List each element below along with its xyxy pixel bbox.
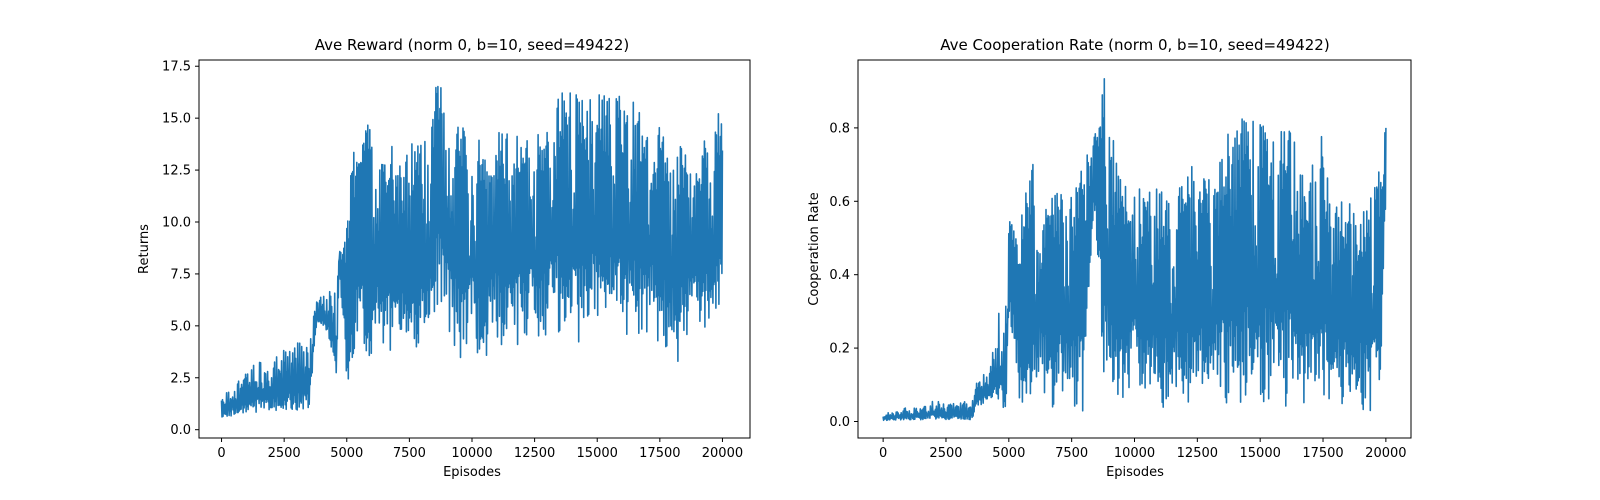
- cooperation-y-tick-label: 0.6: [829, 195, 850, 210]
- reward-y-tick-label: 17.5: [162, 60, 191, 75]
- cooperation-x-tick-label: 10000: [1114, 446, 1155, 461]
- cooperation-x-tick-label: 2500: [929, 446, 962, 461]
- reward-x-tick-label: 5000: [330, 446, 363, 461]
- cooperation-y-axis: 0.0 0.2 0.4 0.6 0.8: [829, 121, 858, 430]
- chart-cooperation: Ave Cooperation Rate (norm 0, b=10, seed…: [807, 36, 1412, 480]
- reward-x-axis: 0 2500 5000 7500 10000 12500 15000 17500 20000: [217, 438, 743, 461]
- reward-y-axis: 0.0 2.5 5.0 7.5 10.0 12.5 15.0 17.5: [162, 60, 199, 438]
- cooperation-chart-title: Ave Cooperation Rate (norm 0, b=10, seed…: [940, 36, 1329, 54]
- reward-y-tick-label: 0.0: [170, 423, 191, 438]
- reward-x-tick-label: 17500: [639, 446, 680, 461]
- cooperation-x-tick-label: 20000: [1365, 446, 1406, 461]
- reward-x-tick-label: 12500: [514, 446, 555, 461]
- reward-y-tick-label: 2.5: [170, 371, 191, 386]
- cooperation-y-tick-label: 0.8: [829, 121, 850, 136]
- reward-x-tick-label: 20000: [702, 446, 743, 461]
- reward-plot-area: [220, 85, 724, 418]
- reward-axes-frame: [198, 59, 751, 439]
- reward-x-axis-label: Episodes: [443, 465, 501, 480]
- reward-y-tick-label: 10.0: [162, 216, 191, 231]
- cooperation-y-tick-label: 0.0: [829, 415, 850, 430]
- cooperation-x-tick-label: 5000: [992, 446, 1025, 461]
- cooperation-x-tick-label: 7500: [1055, 446, 1088, 461]
- cooperation-x-axis: 0 2500 5000 7500 10000 12500 15000 17500 20000: [879, 438, 1407, 461]
- cooperation-x-axis-label: Episodes: [1106, 465, 1164, 480]
- cooperation-y-tick-label: 0.2: [829, 342, 850, 357]
- reward-x-tick-label: 7500: [393, 446, 426, 461]
- reward-x-tick-label: 0: [217, 446, 225, 461]
- cooperation-x-tick-label: 15000: [1240, 446, 1281, 461]
- reward-chart-title: Ave Reward (norm 0, b=10, seed=49422): [315, 36, 629, 54]
- cooperation-y-axis-label: Cooperation Rate: [807, 192, 822, 305]
- reward-x-tick-label: 15000: [577, 446, 618, 461]
- reward-y-tick-label: 12.5: [162, 164, 191, 179]
- cooperation-series-line: [882, 78, 1387, 422]
- reward-series-line: [220, 85, 724, 418]
- cooperation-y-tick-label: 0.4: [829, 268, 850, 283]
- reward-y-tick-label: 15.0: [162, 112, 191, 127]
- reward-y-tick-label: 7.5: [170, 267, 191, 282]
- reward-y-tick-label: 5.0: [170, 319, 191, 334]
- cooperation-x-tick-label: 0: [879, 446, 887, 461]
- chart-reward: Ave Reward (norm 0, b=10, seed=49422) 0 2…: [137, 36, 751, 480]
- cooperation-plot-area: [882, 78, 1387, 422]
- reward-x-tick-label: 2500: [268, 446, 301, 461]
- reward-y-axis-label: Returns: [137, 224, 152, 274]
- cooperation-x-tick-label: 17500: [1302, 446, 1343, 461]
- reward-x-tick-label: 10000: [451, 446, 492, 461]
- cooperation-x-tick-label: 12500: [1177, 446, 1218, 461]
